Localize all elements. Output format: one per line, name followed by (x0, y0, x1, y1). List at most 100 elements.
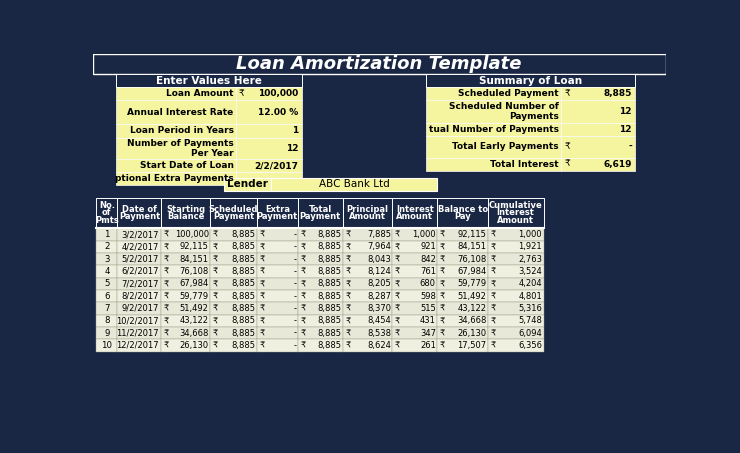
Text: Interest: Interest (396, 205, 434, 214)
Bar (437, 241, 488, 253)
Text: 8,885: 8,885 (317, 292, 341, 301)
Text: ₹: ₹ (490, 280, 496, 288)
Bar (161, 339, 210, 352)
Text: Scheduled: Scheduled (209, 205, 258, 214)
Bar (257, 315, 298, 327)
Text: Starting: Starting (166, 205, 206, 214)
Text: ₹: ₹ (212, 267, 218, 276)
Bar (161, 302, 210, 315)
Text: 12: 12 (286, 144, 299, 153)
Bar (488, 265, 544, 278)
Text: 6,094: 6,094 (518, 328, 542, 337)
Text: ₹: ₹ (212, 341, 218, 350)
Bar (392, 241, 437, 253)
Bar (425, 158, 562, 171)
Text: 8,538: 8,538 (367, 328, 391, 337)
Text: 1,000: 1,000 (412, 230, 436, 239)
Bar (236, 87, 302, 100)
Bar (210, 302, 257, 315)
Bar (257, 265, 298, 278)
Text: 8,885: 8,885 (317, 242, 341, 251)
Text: ₹: ₹ (259, 230, 264, 239)
Bar (343, 327, 392, 339)
Text: ₹: ₹ (490, 304, 496, 313)
Text: ₹: ₹ (212, 292, 218, 301)
Text: ₹: ₹ (212, 242, 218, 251)
Text: ₹: ₹ (394, 304, 400, 313)
Text: 2/2/2017: 2/2/2017 (255, 161, 299, 170)
Bar (298, 339, 343, 352)
Text: 6/2/2017: 6/2/2017 (121, 267, 159, 276)
Text: -: - (293, 230, 296, 239)
Bar (425, 87, 562, 100)
Bar (298, 302, 343, 315)
Bar (118, 290, 161, 302)
Text: ₹: ₹ (164, 328, 169, 337)
Text: 8,885: 8,885 (604, 89, 632, 98)
Bar (488, 228, 544, 241)
Text: ₹: ₹ (259, 304, 264, 313)
Bar (343, 315, 392, 327)
Text: ₹: ₹ (394, 292, 400, 301)
Bar (425, 100, 562, 123)
Bar (257, 228, 298, 241)
Bar (96, 302, 118, 315)
Text: ₹: ₹ (164, 292, 169, 301)
Text: 12.00 %: 12.00 % (258, 108, 299, 116)
Text: -: - (628, 142, 632, 151)
Text: Payment: Payment (213, 212, 254, 221)
Bar (96, 278, 118, 290)
Bar (161, 290, 210, 302)
Text: 43,122: 43,122 (180, 316, 209, 325)
Text: 8,885: 8,885 (231, 242, 255, 251)
Bar (343, 253, 392, 265)
Text: Principal: Principal (346, 205, 388, 214)
Bar (96, 228, 118, 241)
Bar (298, 198, 343, 228)
Text: 84,151: 84,151 (457, 242, 486, 251)
Text: 8,885: 8,885 (317, 341, 341, 350)
Text: Payment: Payment (257, 212, 298, 221)
Text: ₹: ₹ (394, 280, 400, 288)
Bar (96, 315, 118, 327)
Bar (236, 100, 302, 125)
Text: ₹: ₹ (300, 280, 306, 288)
Bar (96, 327, 118, 339)
Text: 8,885: 8,885 (317, 267, 341, 276)
Text: Number of Payments
Per Year: Number of Payments Per Year (127, 139, 234, 158)
Text: ₹: ₹ (565, 159, 571, 169)
Text: ₹: ₹ (440, 328, 445, 337)
Bar (257, 290, 298, 302)
Text: ₹: ₹ (345, 316, 351, 325)
Text: 43,122: 43,122 (457, 304, 486, 313)
Bar (92, 54, 666, 74)
Text: Balance: Balance (167, 212, 204, 221)
Bar (96, 198, 118, 228)
Text: of: of (102, 208, 112, 217)
Text: ₹: ₹ (164, 341, 169, 350)
Bar (210, 278, 257, 290)
Text: 76,108: 76,108 (457, 255, 486, 264)
Text: Lender: Lender (227, 179, 268, 189)
Text: Cumulative: Cumulative (489, 201, 542, 210)
Text: ₹: ₹ (259, 255, 264, 264)
Text: ₹: ₹ (259, 242, 264, 251)
Text: ₹: ₹ (394, 255, 400, 264)
Text: Pmts: Pmts (95, 216, 118, 225)
Bar (236, 125, 302, 138)
Text: 67,984: 67,984 (457, 267, 486, 276)
Text: 8,885: 8,885 (231, 267, 255, 276)
Bar (161, 315, 210, 327)
Text: ₹: ₹ (164, 316, 169, 325)
Text: Total: Total (309, 205, 332, 214)
Text: tual Number of Payments: tual Number of Payments (429, 125, 559, 134)
Text: ₹: ₹ (440, 316, 445, 325)
Text: ₹: ₹ (345, 292, 351, 301)
Bar (437, 315, 488, 327)
Text: 3,524: 3,524 (518, 267, 542, 276)
Bar (392, 265, 437, 278)
Bar (437, 253, 488, 265)
Text: 8,287: 8,287 (367, 292, 391, 301)
Bar (96, 339, 118, 352)
Bar (96, 290, 118, 302)
